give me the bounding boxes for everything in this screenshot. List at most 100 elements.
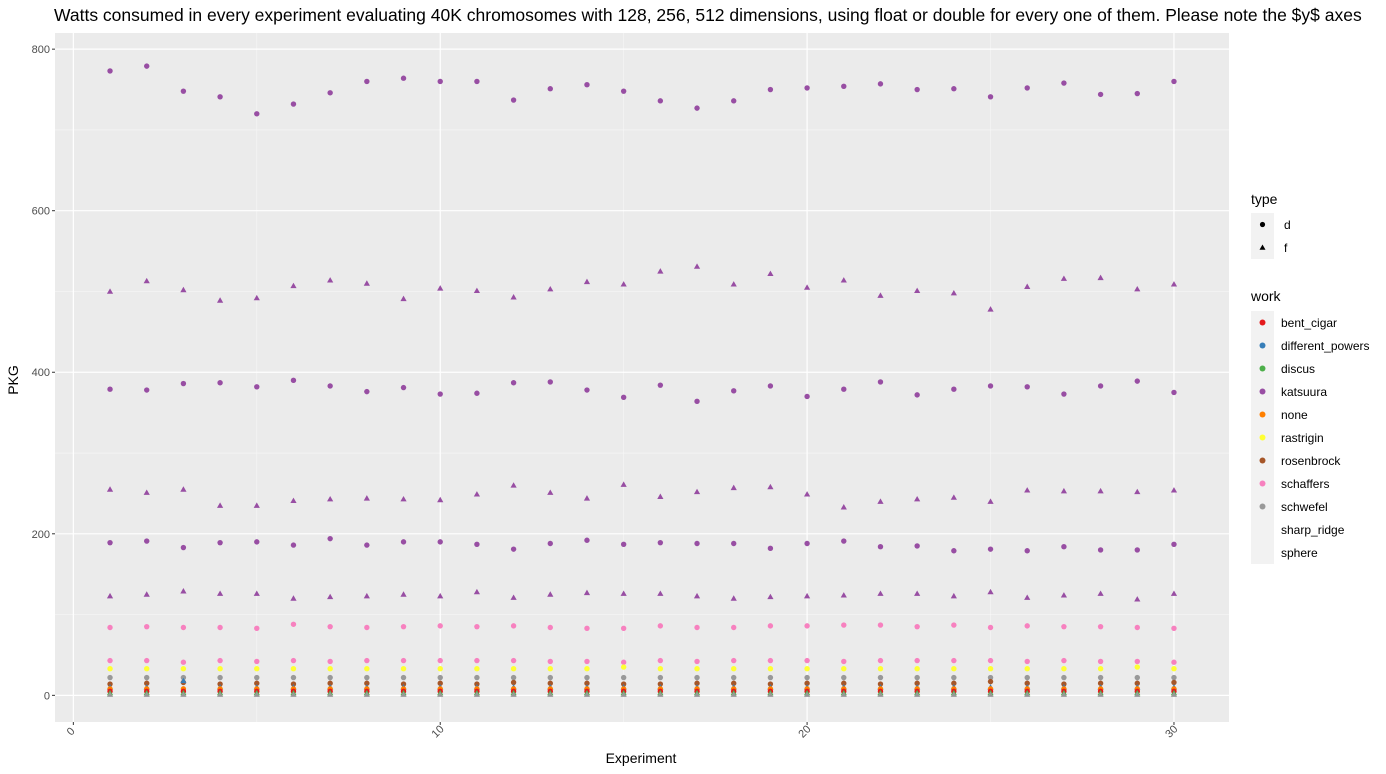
- point-katsuura: [437, 496, 444, 503]
- point-katsuura: [987, 546, 994, 552]
- y-axis: 0 200 400 600 800: [32, 44, 55, 702]
- point-schwefel: [473, 691, 481, 697]
- point-rastrigin: [510, 665, 517, 672]
- x-tick-label: 20: [796, 723, 813, 740]
- point-schaffers: [987, 624, 994, 631]
- point-schwefel: [841, 674, 847, 681]
- point-katsuura: [803, 491, 811, 497]
- point-katsuura: [1060, 592, 1068, 598]
- point-katsuura: [1134, 488, 1141, 495]
- point-katsuura: [106, 592, 114, 599]
- point-schwefel: [731, 674, 737, 681]
- point-katsuura: [510, 482, 517, 488]
- point-katsuura: [620, 481, 627, 487]
- point-rastrigin: [474, 665, 480, 672]
- point-katsuura: [253, 502, 260, 508]
- point-schwefel: [510, 691, 517, 697]
- point-katsuura: [327, 593, 334, 600]
- point-schwefel: [987, 674, 994, 681]
- point-katsuura: [327, 535, 333, 542]
- point-schaffers: [107, 657, 113, 664]
- point-katsuura: [1097, 590, 1104, 596]
- point-schaffers: [1134, 624, 1140, 631]
- point-katsuura: [620, 541, 627, 547]
- legend-key-none: [1259, 411, 1266, 418]
- legend-label-different_powers: different_powers: [1281, 339, 1370, 353]
- point-schaffers: [254, 625, 260, 632]
- point-katsuura: [693, 592, 701, 599]
- point-katsuura: [657, 98, 664, 104]
- point-schwefel: [364, 674, 370, 681]
- point-schaffers: [1097, 623, 1104, 630]
- point-rastrigin: [217, 665, 223, 672]
- point-katsuura: [767, 383, 774, 389]
- point-schaffers: [841, 622, 847, 628]
- point-rosenbrock: [364, 680, 370, 686]
- point-katsuura: [987, 588, 994, 595]
- point-katsuura: [804, 540, 810, 547]
- point-katsuura: [217, 539, 223, 546]
- point-schaffers: [694, 658, 700, 665]
- point-katsuura: [1171, 389, 1177, 396]
- point-katsuura: [840, 277, 847, 283]
- point-katsuura: [987, 94, 994, 100]
- point-katsuura: [253, 590, 260, 596]
- point-katsuura: [620, 88, 627, 94]
- point-schaffers: [1134, 658, 1140, 665]
- point-katsuura: [547, 285, 554, 292]
- legend-key-schaffers: [1259, 480, 1266, 487]
- point-schwefel: [620, 674, 627, 681]
- x-axis: 0 10 20 30: [65, 722, 1180, 740]
- point-schaffers: [804, 623, 810, 629]
- point-schwefel: [290, 674, 297, 681]
- point-katsuura: [327, 277, 334, 283]
- point-rastrigin: [657, 665, 664, 672]
- point-schaffers: [767, 657, 774, 664]
- point-katsuura: [730, 281, 737, 287]
- point-katsuura: [547, 489, 554, 495]
- point-katsuura: [290, 101, 297, 107]
- point-katsuura: [1134, 90, 1140, 97]
- point-katsuura: [583, 495, 591, 501]
- point-katsuura: [730, 595, 737, 601]
- point-schaffers: [914, 623, 920, 630]
- point-schaffers: [437, 657, 443, 664]
- point-katsuura: [474, 390, 480, 396]
- point-katsuura: [767, 86, 774, 93]
- point-different_powers: [180, 677, 187, 684]
- point-katsuura: [1134, 596, 1141, 602]
- point-schwefel: [914, 674, 920, 681]
- point-katsuura: [1171, 541, 1177, 547]
- point-schaffers: [620, 659, 627, 665]
- legend-label-katsuura: katsuura: [1281, 385, 1327, 399]
- point-katsuura: [620, 590, 627, 596]
- point-schaffers: [400, 623, 407, 630]
- point-katsuura: [1061, 391, 1067, 397]
- point-katsuura: [620, 394, 627, 400]
- point-katsuura: [1024, 283, 1031, 289]
- point-katsuura: [400, 384, 407, 391]
- point-katsuura: [914, 590, 921, 596]
- point-katsuura: [804, 85, 810, 91]
- point-katsuura: [216, 502, 224, 508]
- point-rosenbrock: [620, 681, 627, 687]
- point-katsuura: [510, 294, 517, 300]
- point-schaffers: [877, 657, 884, 664]
- point-rosenbrock: [877, 681, 884, 687]
- point-schwefel: [217, 674, 223, 681]
- point-schwefel: [180, 691, 187, 697]
- point-schaffers: [217, 624, 223, 631]
- point-katsuura: [107, 386, 113, 392]
- point-katsuura: [694, 398, 700, 405]
- point-schwefel: [290, 691, 297, 697]
- legend-key-bent_cigar: [1259, 319, 1266, 326]
- point-katsuura: [841, 83, 847, 90]
- point-katsuura: [254, 111, 260, 117]
- point-schaffers: [731, 624, 737, 631]
- point-rosenbrock: [290, 681, 297, 687]
- point-rastrigin: [327, 665, 333, 672]
- point-katsuura: [1134, 547, 1140, 553]
- point-katsuura: [254, 384, 260, 390]
- point-katsuura: [363, 280, 370, 286]
- point-schwefel: [694, 674, 700, 681]
